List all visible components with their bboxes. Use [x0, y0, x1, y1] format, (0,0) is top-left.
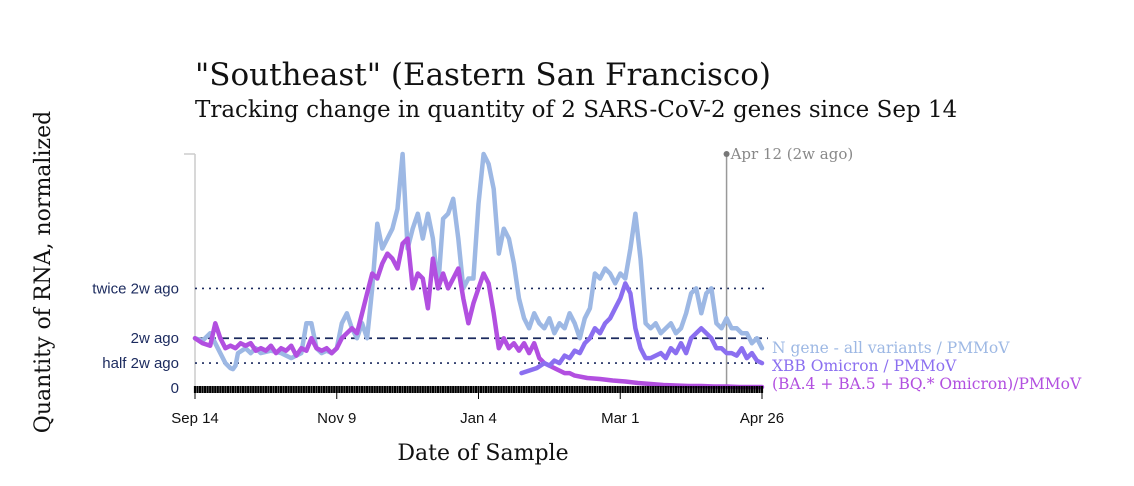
x-tick-label-3: Mar 1 — [601, 410, 639, 427]
y-tick-label-1: 2w ago — [131, 330, 179, 347]
y-axis-label: Quantity of RNA, normalized — [31, 111, 56, 433]
x-tick-label-0: Sep 14 — [171, 410, 219, 427]
reference-lines — [195, 287, 768, 364]
annotation-dot — [723, 151, 730, 157]
y-tick-label-3: 0 — [171, 380, 179, 397]
chart-title: "Southeast" (Eastern San Francisco) — [195, 57, 771, 93]
x-tick-label-1: Nov 9 — [317, 410, 356, 427]
annotation: Apr 12 (2w ago) — [723, 145, 854, 388]
series-line-ba — [192, 236, 765, 390]
series-label-ba: (BA.4 + BA.5 + BQ.* Omicron)/PMMoV — [772, 375, 1082, 393]
series-lines — [192, 151, 765, 390]
x-tick-labels: Sep 14 Nov 9 Jan 4 Mar 1 Apr 26 — [171, 393, 784, 427]
y-tick-label-2: half 2w ago — [102, 355, 179, 372]
series-line-n_gene — [192, 151, 765, 372]
series-label-n_gene: N gene - all variants / PMMoV — [772, 339, 1010, 357]
x-tick-label-2: Jan 4 — [460, 410, 497, 427]
y-tick-label-0: twice 2w ago — [92, 280, 179, 297]
series-label-xbb: XBB Omicron / PMMoV — [772, 357, 957, 375]
y-tick-labels: twice 2w ago 2w ago half 2w ago 0 — [92, 280, 179, 397]
sample-rug — [193, 386, 764, 393]
series-line-xbb — [519, 281, 765, 376]
chart-subtitle: Tracking change in quantity of 2 SARS-Co… — [195, 97, 957, 123]
annotation-label: Apr 12 (2w ago) — [730, 145, 854, 163]
x-tick-label-4: Apr 26 — [740, 410, 784, 427]
x-axis-label: Date of Sample — [397, 441, 568, 466]
